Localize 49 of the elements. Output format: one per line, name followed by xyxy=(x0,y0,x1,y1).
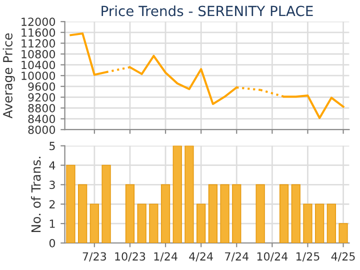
y-tick-label: 11600 xyxy=(22,28,56,37)
bar xyxy=(78,184,88,243)
bar xyxy=(137,204,146,243)
y-tick-label: 11200 xyxy=(22,39,56,48)
chart-title: Price Trends - SERENITY PLACE xyxy=(102,5,313,16)
bar xyxy=(184,146,194,243)
bar xyxy=(160,184,170,243)
bar xyxy=(66,164,76,243)
y-tick-label: 8000 xyxy=(28,126,56,134)
bar xyxy=(315,204,324,243)
x-tick-label: 7/23 xyxy=(82,252,106,262)
y-tick-label: 3 xyxy=(50,180,55,190)
y-axis-title: No. of Trans. xyxy=(31,156,41,232)
x-tick-label: 7/24 xyxy=(225,252,248,262)
bar xyxy=(125,184,135,243)
bar xyxy=(256,184,265,243)
y-tick-label: 5 xyxy=(50,142,55,150)
y-tick-label: 9600 xyxy=(28,82,56,91)
bar xyxy=(232,184,242,243)
y-tick-label: 4 xyxy=(49,161,56,170)
bar xyxy=(196,204,206,243)
y-tick-label: 2 xyxy=(50,200,55,208)
y-tick-label: 10800 xyxy=(22,50,56,58)
bar xyxy=(102,164,111,243)
y-axis-title: Average Price xyxy=(2,33,15,118)
y-tick-label: 8400 xyxy=(28,114,56,124)
x-tick-label: 1/25 xyxy=(296,252,320,262)
bar xyxy=(291,184,300,243)
x-tick-label: 1/24 xyxy=(154,252,178,262)
y-tick-label: 9200 xyxy=(28,93,56,102)
y-tick-label: 1 xyxy=(50,220,55,228)
x-tick-label: 4/25 xyxy=(331,252,355,262)
bar xyxy=(208,184,218,243)
x-tick-label: 4/24 xyxy=(189,252,213,262)
y-tick-label: 12000 xyxy=(22,18,56,26)
bar xyxy=(326,204,336,243)
x-tick-label: 10/23 xyxy=(115,252,146,262)
bar xyxy=(90,204,99,243)
y-tick-label: 10000 xyxy=(22,72,56,80)
bar xyxy=(149,204,158,243)
y-tick-label: 0 xyxy=(49,238,56,248)
bar xyxy=(338,223,348,243)
y-tick-label: 10400 xyxy=(22,60,56,70)
bar xyxy=(303,204,312,243)
bar xyxy=(279,184,289,243)
y-tick-label: 8800 xyxy=(28,104,56,112)
bar xyxy=(172,146,182,243)
bar xyxy=(220,184,230,243)
x-tick-label: 10/24 xyxy=(257,252,288,262)
